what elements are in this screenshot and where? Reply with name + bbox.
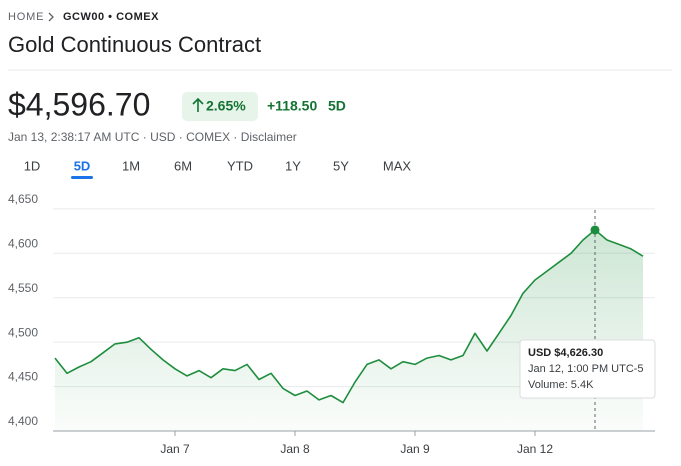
- up-arrow: [192, 97, 204, 112]
- y-tick-label: 4,600: [8, 236, 38, 250]
- hover-point: [590, 225, 600, 235]
- page-title: Gold Continuous Contract: [8, 32, 261, 57]
- x-tick-label: Jan 8: [280, 442, 310, 456]
- chart: 4,400 4,450 4,500 4,550 4,600 4,650 Jan 7 Jan 8…: [8, 192, 656, 456]
- price: $4,596.70: [8, 86, 150, 122]
- breadcrumb-symbol: GCW00 • COMEX: [63, 11, 159, 23]
- range-tab[interactable]: 5D: [74, 158, 91, 173]
- x-tick-label: Jan 7: [160, 442, 190, 456]
- tooltip-time: Jan 12, 1:00 PM UTC-5: [528, 363, 644, 375]
- range-tab[interactable]: 1D: [24, 158, 41, 173]
- change-badge: [182, 92, 258, 121]
- change-percent: 2.65%: [206, 98, 246, 114]
- x-tick-label: Jan 9: [400, 442, 430, 456]
- price-line: [54, 229, 644, 404]
- tooltip-price: USD $4,626.30: [528, 347, 603, 359]
- x-tick-label: Jan 12: [517, 442, 553, 456]
- breadcrumb-chevron: [48, 12, 54, 22]
- y-tick-label: 4,550: [8, 281, 38, 295]
- y-tick-label: 4,650: [8, 192, 38, 206]
- tooltip-volume: Volume: 5.4K: [528, 379, 594, 391]
- range-tab[interactable]: 1M: [122, 158, 140, 173]
- range-tab[interactable]: 5Y: [333, 158, 349, 173]
- quote-details: Jan 13, 2:38:17 AM UTC · USD · COMEX · D…: [8, 130, 297, 144]
- y-tick-label: 4,400: [8, 414, 38, 428]
- range-tab[interactable]: 1Y: [285, 158, 301, 173]
- y-tick-label: 4,450: [8, 370, 38, 384]
- y-tick-label: 4,500: [8, 325, 38, 339]
- breadcrumb-home[interactable]: HOME: [8, 11, 44, 23]
- range-tab[interactable]: MAX: [383, 158, 412, 173]
- change-period: 5D: [328, 98, 346, 114]
- range-tab[interactable]: 6M: [174, 158, 192, 173]
- active-tab-underline: [71, 176, 93, 179]
- range-tabs: 1D 5D 1M 6M YTD 1Y 5Y MAX: [24, 158, 412, 179]
- change-amount: +118.50: [267, 98, 317, 114]
- area: [55, 229, 643, 431]
- tooltip-box: [519, 339, 656, 399]
- range-tab[interactable]: YTD: [227, 158, 253, 173]
